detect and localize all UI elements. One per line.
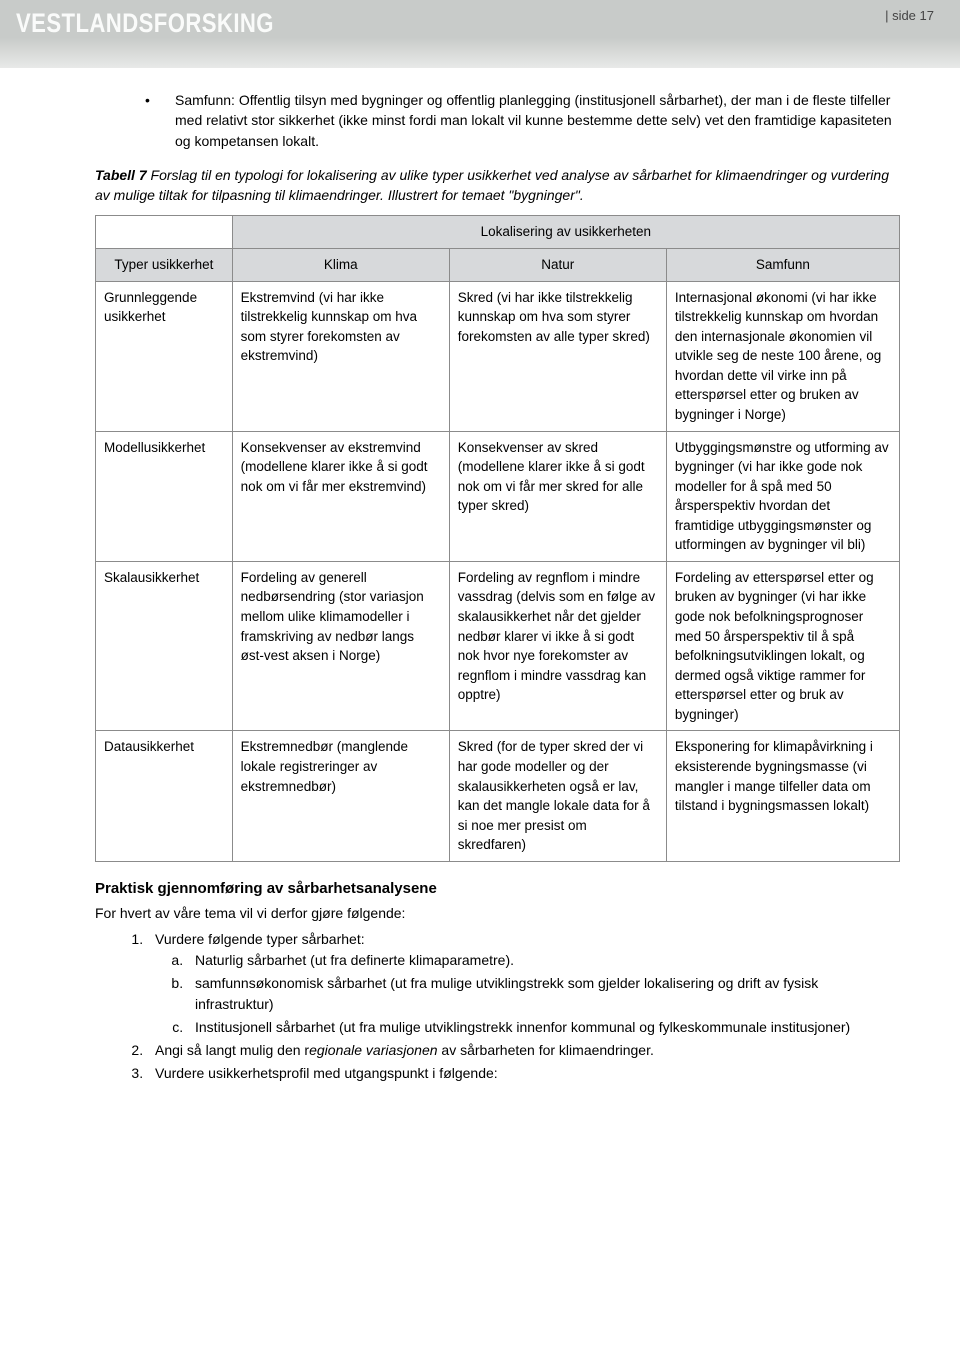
page-header: VESTLANDSFORSKING | side 17 xyxy=(0,0,960,68)
sub-list: Naturlig sårbarhet (ut fra definerte kli… xyxy=(187,950,900,1038)
list-item: Vurdere følgende typer sårbarhet: Naturl… xyxy=(147,929,900,1038)
table-row: Skalausikkerhet Fordeling av generell ne… xyxy=(96,561,900,731)
list-item-text: Vurdere usikkerhetsprofil med utgangspun… xyxy=(155,1065,498,1081)
table-row: Grunnleggende usikkerhet Ekstremvind (vi… xyxy=(96,281,900,431)
page-number: | side 17 xyxy=(885,8,934,23)
intro-bullet: • Samfunn: Offentlig tilsyn med bygninge… xyxy=(145,90,900,151)
cell-samfunn: Eksponering for klimapåvirkning i eksist… xyxy=(666,731,899,861)
cell-type: Skalausikkerhet xyxy=(96,561,233,731)
bullet-marker: • xyxy=(145,90,175,151)
section-heading: Praktisk gjennomføring av sårbarhetsanal… xyxy=(95,880,900,897)
cell-natur: Fordeling av regnflom i mindre vassdrag … xyxy=(449,561,666,731)
uncertainty-table: Lokalisering av usikkerheten Typer usikk… xyxy=(95,215,900,861)
table-row: Modellusikkerhet Konsekvenser av ekstrem… xyxy=(96,431,900,561)
list-item-pre: Angi så langt mulig den r xyxy=(155,1042,309,1058)
cell-samfunn: Fordeling av etterspørsel etter og bruke… xyxy=(666,561,899,731)
table-caption: Tabell 7 Forslag til en typologi for lok… xyxy=(95,165,900,206)
cell-klima: Fordeling av generell nedbørsendring (st… xyxy=(232,561,449,731)
cell-samfunn: Internasjonal økonomi (vi har ikke tilst… xyxy=(666,281,899,431)
col-header-klima: Klima xyxy=(232,249,449,282)
col-header-samfunn: Samfunn xyxy=(666,249,899,282)
cell-type: Grunnleggende usikkerhet xyxy=(96,281,233,431)
cell-klima: Konsekvenser av ekstremvind (modellene k… xyxy=(232,431,449,561)
list-item-post: av sårbarheten for klimaendringer. xyxy=(438,1042,654,1058)
logo-text: VESTLANDSFORSKING xyxy=(16,8,274,39)
cell-klima: Ekstremnedbør (manglende lokale registre… xyxy=(232,731,449,861)
cell-type: Modellusikkerhet xyxy=(96,431,233,561)
cell-natur: Skred (for de typer skred der vi har god… xyxy=(449,731,666,861)
list-item: Vurdere usikkerhetsprofil med utgangspun… xyxy=(147,1063,900,1084)
list-item-italic: egionale variasjonen xyxy=(309,1042,437,1058)
cell-type: Datausikkerhet xyxy=(96,731,233,861)
cell-natur: Konsekvenser av skred (modellene klarer … xyxy=(449,431,666,561)
procedure-list: Vurdere følgende typer sårbarhet: Naturl… xyxy=(147,929,900,1084)
cell-samfunn: Utbyggingsmønstre og utforming av bygnin… xyxy=(666,431,899,561)
caption-label: Tabell 7 xyxy=(95,167,147,183)
section-intro: For hvert av våre tema vil vi derfor gjø… xyxy=(95,905,900,921)
table-row: Datausikkerhet Ekstremnedbør (manglende … xyxy=(96,731,900,861)
cell-klima: Ekstremvind (vi har ikke tilstrekkelig k… xyxy=(232,281,449,431)
page-content: • Samfunn: Offentlig tilsyn med bygninge… xyxy=(0,68,960,1116)
sub-list-item: Institusjonell sårbarhet (ut fra mulige … xyxy=(187,1017,900,1038)
col-header-natur: Natur xyxy=(449,249,666,282)
sub-list-item: samfunnsøkonomisk sårbarhet (ut fra muli… xyxy=(187,973,900,1015)
list-item-text: Vurdere følgende typer sårbarhet: xyxy=(155,931,365,947)
cell-natur: Skred (vi har ikke tilstrekkelig kunnska… xyxy=(449,281,666,431)
caption-rest: Forslag til en typologi for lokalisering… xyxy=(95,167,889,203)
list-item: Angi så langt mulig den regionale varias… xyxy=(147,1040,900,1061)
table-superheader: Lokalisering av usikkerheten xyxy=(232,216,899,249)
col-header-type: Typer usikkerhet xyxy=(96,249,233,282)
sub-list-item: Naturlig sårbarhet (ut fra definerte kli… xyxy=(187,950,900,971)
table-corner xyxy=(96,216,233,249)
bullet-text: Samfunn: Offentlig tilsyn med bygninger … xyxy=(175,90,900,151)
